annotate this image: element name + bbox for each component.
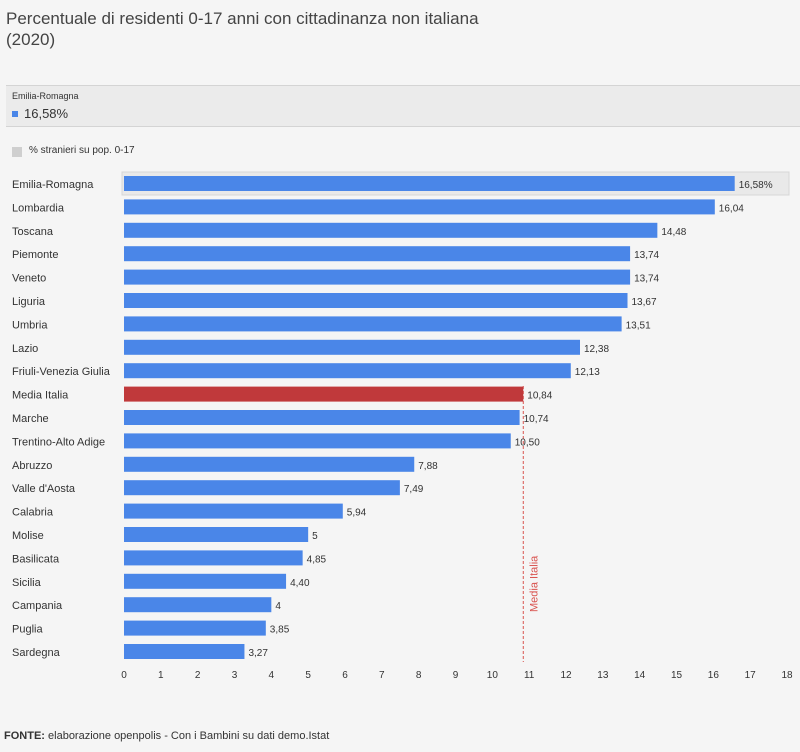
x-tick-label: 18 [781, 670, 793, 681]
legend-label: % stranieri su pop. 0-17 [29, 145, 135, 156]
x-tick-label: 12 [560, 670, 572, 681]
category-label: Lazio [12, 343, 38, 355]
x-tick-label: 10 [487, 670, 499, 681]
data-label: 14,48 [661, 227, 686, 238]
category-label: Piemonte [12, 249, 58, 261]
x-tick-label: 13 [597, 670, 609, 681]
category-label: Liguria [12, 296, 46, 308]
x-tick-label: 5 [305, 670, 311, 681]
category-label: Marche [12, 413, 49, 425]
bar[interactable] [124, 176, 735, 191]
reference-line-label: Media Italia [528, 555, 540, 612]
category-label: Campania [12, 600, 63, 612]
bar[interactable] [124, 620, 266, 636]
data-label: 5,94 [347, 508, 367, 519]
x-tick-label: 2 [195, 670, 201, 681]
bar[interactable] [124, 433, 511, 449]
bar[interactable] [124, 644, 245, 659]
bar[interactable] [124, 480, 400, 496]
source-text: elaborazione openpolis - Con i Bambini s… [48, 730, 330, 742]
x-tick-label: 1 [158, 670, 164, 681]
data-label: 10,84 [527, 391, 552, 402]
x-tick-label: 11 [524, 670, 535, 681]
tooltip-region: Emilia-Romagna [12, 91, 79, 101]
category-label: Media Italia [12, 390, 69, 402]
source-label: FONTE: [4, 730, 45, 742]
data-label: 7,49 [404, 484, 424, 495]
category-label: Trentino-Alto Adige [12, 436, 105, 448]
data-label: 12,38 [584, 344, 609, 355]
x-tick-label: 16 [708, 670, 720, 681]
x-tick-label: 15 [671, 670, 683, 681]
x-tick-label: 6 [342, 670, 348, 681]
bar[interactable] [124, 269, 631, 285]
category-label: Veneto [12, 273, 46, 285]
data-label: 7,88 [418, 461, 438, 472]
category-label: Friuli-Venezia Giulia [12, 366, 111, 378]
data-label: 13,51 [626, 320, 651, 331]
bar[interactable] [124, 316, 622, 332]
category-label: Basilicata [12, 553, 60, 565]
data-label: 16,58% [739, 180, 773, 191]
x-tick-label: 14 [634, 670, 646, 681]
x-tick-label: 3 [232, 670, 238, 681]
x-tick-label: 0 [121, 670, 127, 681]
bar[interactable] [124, 339, 580, 355]
bar[interactable] [124, 456, 415, 472]
data-label: 5 [312, 531, 318, 542]
x-tick-label: 17 [745, 670, 757, 681]
bar-chart: Media Italia Emilia-Romagna 16,58% Lombardi… [12, 171, 793, 681]
x-tick-label: 9 [453, 670, 459, 681]
bar[interactable] [124, 573, 287, 589]
bar[interactable] [124, 363, 571, 379]
x-tick-label: 7 [379, 670, 385, 681]
category-label: Lombardia [12, 202, 65, 214]
data-label: 13,74 [634, 274, 659, 285]
category-label: Puglia [12, 624, 43, 636]
category-label: Calabria [12, 507, 54, 519]
data-label: 4,40 [290, 578, 310, 589]
data-label: 3,85 [270, 625, 290, 636]
bar[interactable] [124, 293, 628, 308]
bar[interactable] [124, 246, 631, 262]
category-label: Abruzzo [12, 460, 52, 472]
category-label: Umbria [12, 319, 48, 331]
chart-title: Percentuale di residenti 0-17 anni con c… [6, 9, 479, 49]
data-label: 10,50 [515, 437, 540, 448]
x-tick-label: 4 [269, 670, 275, 681]
data-label: 13,74 [634, 250, 659, 261]
legend-swatch [12, 147, 22, 157]
data-label: 16,04 [719, 203, 744, 214]
bar[interactable] [124, 199, 715, 215]
data-label: 4 [275, 601, 281, 612]
category-label: Molise [12, 530, 44, 542]
bar[interactable] [124, 222, 658, 238]
category-label: Sicilia [12, 577, 42, 589]
x-tick-label: 8 [416, 670, 422, 681]
data-label: 4,85 [307, 554, 327, 565]
bar[interactable] [124, 410, 520, 425]
data-label: 3,27 [248, 648, 268, 659]
tooltip-swatch [12, 111, 18, 117]
data-label: 13,67 [632, 297, 657, 308]
category-label: Toscana [12, 226, 54, 238]
bar[interactable] [124, 527, 309, 542]
bar[interactable] [124, 550, 303, 566]
bar[interactable] [124, 386, 524, 402]
bar[interactable] [124, 597, 272, 613]
category-label: Emilia-Romagna [12, 179, 94, 191]
category-label: Valle d'Aosta [12, 483, 76, 495]
tooltip-panel: Emilia-Romagna 16,58% [6, 85, 800, 127]
tooltip-value: 16,58% [24, 106, 69, 121]
category-label: Sardegna [12, 647, 61, 659]
data-label: 12,13 [575, 367, 600, 378]
bar[interactable] [124, 503, 343, 519]
data-label: 10,74 [524, 414, 549, 425]
source-footer: FONTE: elaborazione openpolis - Con i Ba… [4, 730, 329, 742]
